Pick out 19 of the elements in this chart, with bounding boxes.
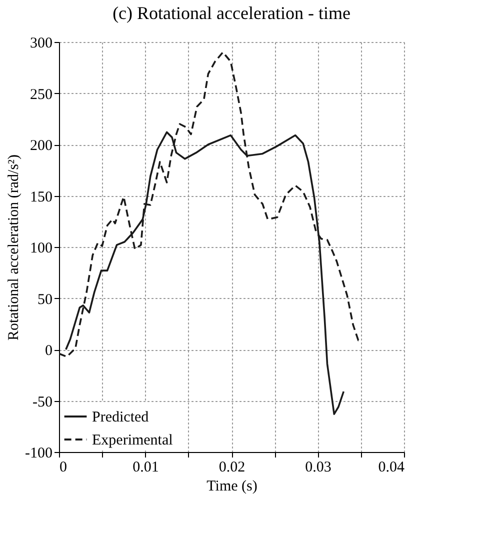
legend-label: Experimental	[92, 432, 173, 448]
x-tick-label: 0.03	[305, 460, 332, 476]
legend-label: Predicted	[92, 410, 150, 426]
y-tick-label: 0	[45, 343, 52, 359]
y-tick-label: 50	[38, 292, 52, 308]
y-axis-title: Rotational acceleration (rad/s²)	[6, 154, 22, 341]
y-tick-label: -100	[25, 446, 52, 462]
y-tick-label: 100	[30, 240, 52, 256]
chart-title: (c) Rotational acceleration - time	[112, 3, 350, 23]
x-tick-label: 0.01	[132, 460, 159, 476]
y-tick-label: 300	[30, 36, 52, 52]
x-tick-label: 0.04	[378, 460, 405, 476]
x-tick-label: 0	[60, 460, 67, 476]
y-tick-label: 150	[30, 189, 52, 206]
y-tick-label: 250	[30, 86, 52, 103]
x-axis-title: Time (s)	[206, 478, 258, 494]
x-tick-label: 0.02	[218, 460, 246, 476]
y-tick-label: -50	[32, 394, 52, 410]
y-tick-label: 200	[30, 138, 52, 154]
